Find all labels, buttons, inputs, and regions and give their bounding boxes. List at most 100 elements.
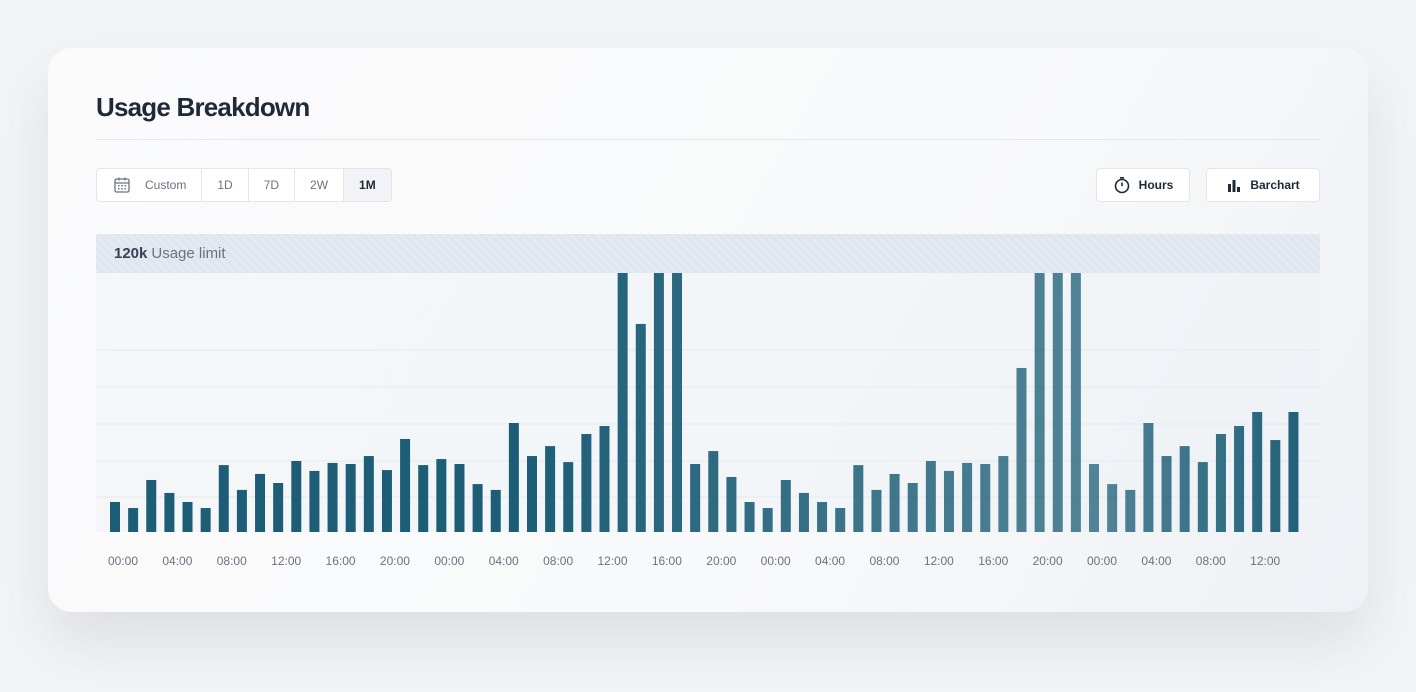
- range-label: 1D: [217, 178, 233, 192]
- bars: [110, 273, 1299, 532]
- bar: [943, 470, 954, 532]
- limit-label: 120k Usage limit: [114, 245, 226, 262]
- limit-value: 120k: [114, 245, 148, 262]
- bar: [1179, 446, 1190, 532]
- x-tick-label: 16:00: [326, 554, 356, 568]
- bar: [817, 501, 828, 532]
- bar: [1125, 489, 1136, 532]
- bar: [617, 273, 628, 532]
- bar: [653, 273, 664, 532]
- x-tick-label: 04:00: [489, 554, 519, 568]
- bar: [490, 489, 501, 532]
- x-tick-label: 16:00: [978, 554, 1008, 568]
- bar: [889, 473, 900, 532]
- bar: [472, 484, 483, 532]
- range-label: 1M: [359, 178, 376, 192]
- bar: [345, 464, 356, 532]
- bar: [780, 479, 791, 532]
- x-tick-label: 00:00: [434, 554, 464, 568]
- bar: [363, 456, 374, 532]
- bar: [708, 451, 719, 532]
- bar: [1215, 434, 1226, 532]
- bar: [635, 323, 646, 532]
- x-tick-label: 08:00: [217, 554, 247, 568]
- bar: [1089, 464, 1100, 532]
- bar: [236, 489, 247, 532]
- bar: [110, 501, 120, 532]
- card: Usage Breakdown Custom 1D 7D 2W 1M Hours Bar…: [48, 48, 1368, 612]
- bar: [925, 460, 936, 532]
- range-option[interactable]: Custom: [97, 169, 203, 201]
- barchart-button[interactable]: Barchart: [1206, 168, 1320, 202]
- divider: [96, 139, 1320, 140]
- x-tick-label: 20:00: [380, 554, 410, 568]
- bar: [690, 464, 701, 532]
- bar: [526, 456, 537, 532]
- x-tick-label: 08:00: [543, 554, 573, 568]
- bar: [1052, 273, 1063, 532]
- range-option[interactable]: 2W: [295, 169, 345, 201]
- bar: [291, 460, 302, 532]
- x-axis: 00:00 04:00 08:00 12:00 16:00 20:00 00:00 04:00…: [108, 554, 1281, 568]
- bar: [182, 501, 193, 532]
- hours-button[interactable]: Hours: [1096, 168, 1190, 202]
- timer-icon: [1114, 176, 1129, 194]
- bar: [853, 465, 864, 532]
- x-tick-label: 04:00: [162, 554, 192, 568]
- bar: [980, 464, 991, 532]
- bar: [218, 465, 229, 532]
- bar: [798, 492, 809, 532]
- bar: [871, 489, 882, 532]
- bar: [436, 459, 447, 532]
- bar: [508, 423, 519, 532]
- button-label: Hours: [1138, 178, 1174, 192]
- x-tick-label: 00:00: [108, 554, 138, 568]
- bar: [381, 470, 392, 532]
- chart-icon: [1228, 180, 1241, 192]
- calendar-icon: [114, 177, 130, 193]
- bar: [1016, 367, 1027, 532]
- range-label: 2W: [310, 178, 329, 192]
- bar: [962, 462, 973, 532]
- chart: 120k Usage limit 00:00 04:00 08:00 12:00 16:0…: [96, 234, 1320, 568]
- bar: [545, 446, 556, 532]
- x-tick-label: 04:00: [1141, 554, 1171, 568]
- range-option[interactable]: 1D: [202, 169, 249, 201]
- bar: [454, 464, 465, 532]
- bar: [164, 492, 175, 532]
- bar: [1288, 411, 1299, 532]
- button-label: Barchart: [1250, 178, 1300, 192]
- x-tick-label: 20:00: [706, 554, 736, 568]
- range-label: 7D: [263, 178, 280, 192]
- x-tick-label: 12:00: [1250, 554, 1280, 568]
- x-tick-label: 00:00: [761, 554, 791, 568]
- x-tick-label: 16:00: [652, 554, 682, 568]
- bar: [835, 508, 846, 532]
- bar: [1161, 456, 1172, 532]
- bar: [1234, 426, 1245, 532]
- bar: [128, 508, 139, 532]
- bar: [400, 438, 411, 532]
- range-label: Custom: [145, 178, 187, 192]
- bar: [672, 273, 683, 532]
- bar: [418, 465, 429, 532]
- bar: [327, 462, 338, 532]
- bar: [726, 476, 737, 532]
- bar: [1107, 484, 1118, 532]
- bar: [255, 473, 266, 532]
- range-option[interactable]: 7D: [249, 169, 296, 201]
- x-tick-label: 08:00: [869, 554, 899, 568]
- title: Usage Breakdown: [96, 92, 310, 122]
- bar: [762, 508, 773, 532]
- range-selector: Custom 1D 7D 2W 1M: [96, 168, 392, 202]
- bar: [1143, 423, 1154, 532]
- x-tick-label: 08:00: [1196, 554, 1226, 568]
- limit-band: [96, 234, 1320, 273]
- bar: [200, 508, 211, 532]
- bar: [998, 456, 1009, 532]
- bar: [581, 434, 592, 532]
- x-tick-label: 00:00: [1087, 554, 1117, 568]
- x-tick-label: 20:00: [1033, 554, 1063, 568]
- limit-band: 120k Usage limit: [96, 234, 1320, 273]
- range-option[interactable]: 1M: [344, 169, 391, 201]
